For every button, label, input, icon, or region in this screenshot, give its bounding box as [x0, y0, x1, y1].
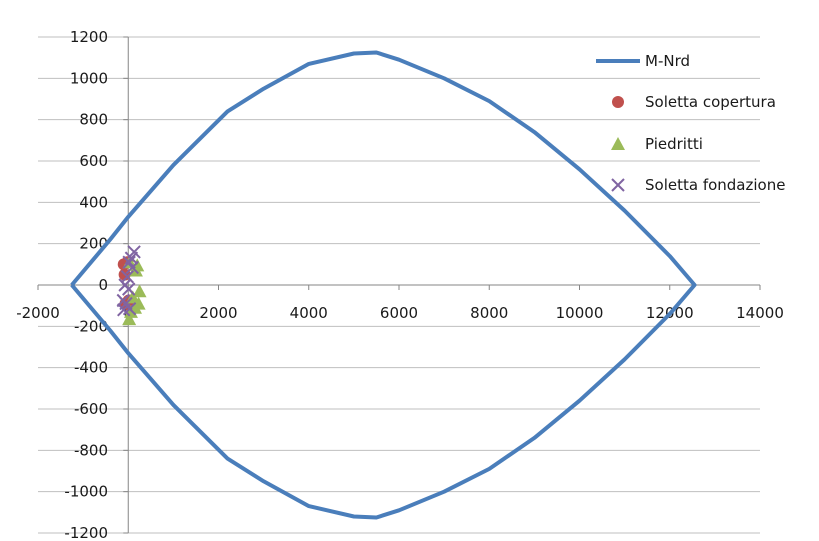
y-tick-label: 1000	[70, 69, 108, 87]
point-piedritti	[132, 284, 147, 298]
legend-label-soletta-fondazione: Soletta fondazione	[645, 176, 785, 194]
y-tick-label: 400	[79, 193, 108, 211]
y-tick-labels: -1200-1000-800-600-400-20002004006008001…	[64, 28, 108, 541]
x-tick-label: 4000	[290, 304, 328, 322]
grid-lines	[38, 36, 760, 534]
legend-label-soletta-copertura: Soletta copertura	[645, 93, 776, 111]
legend-swatch-soletta-copertura	[612, 96, 624, 108]
y-tick-label: -1200	[64, 524, 108, 541]
y-tick-label: 0	[98, 276, 108, 294]
y-tick-label: -800	[74, 441, 108, 459]
y-tick-label: -400	[74, 359, 108, 377]
y-tick-label: 600	[79, 152, 108, 170]
y-tick-label: -600	[74, 400, 108, 418]
x-tick-label: 6000	[380, 304, 418, 322]
point-soletta-fondazione	[125, 260, 140, 275]
x-tick-labels: -200002000400060008000100001200014000	[16, 304, 784, 322]
legend-label-piedritti: Piedritti	[645, 135, 703, 153]
y-tick-label: -200	[74, 317, 108, 335]
plot-area	[70, 50, 697, 520]
legend-label-m-nrd: M-Nrd	[645, 52, 690, 70]
x-tick-label: 10000	[556, 304, 604, 322]
point-piedritti	[122, 312, 137, 326]
y-tick-label: -1000	[64, 483, 108, 501]
point-soletta-fondazione	[121, 282, 136, 296]
series-line-m-nrd	[70, 50, 697, 520]
x-tick-label: 8000	[470, 304, 508, 322]
legend: M-Nrd Soletta copertura Piedritti Soletta f…	[596, 52, 785, 194]
point-soletta-fondazione	[122, 302, 137, 316]
x-tick-label: -2000	[16, 304, 60, 322]
x-tick-label: 14000	[736, 304, 784, 322]
axes	[37, 36, 761, 534]
y-tick-label: 1200	[70, 28, 108, 46]
legend-swatch-piedritti	[611, 137, 625, 150]
y-tick-label: 800	[79, 111, 108, 129]
legend-swatch-soletta-fondazione	[611, 178, 625, 192]
x-tick-label: 2000	[199, 304, 237, 322]
point-soletta-fondazione	[120, 270, 135, 284]
